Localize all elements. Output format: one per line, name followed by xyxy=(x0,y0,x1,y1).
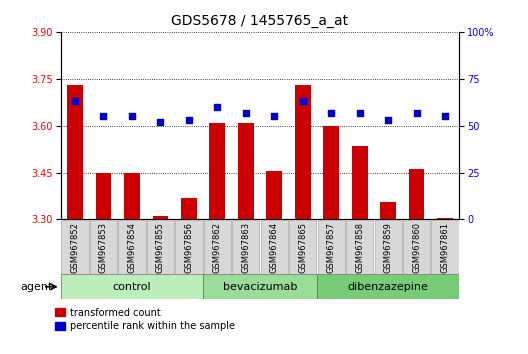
Text: bevacizumab: bevacizumab xyxy=(223,282,297,292)
Point xyxy=(412,110,421,115)
Point xyxy=(355,110,364,115)
Bar xyxy=(261,220,288,274)
Bar xyxy=(238,122,253,219)
Point xyxy=(185,117,193,123)
Text: GDS5678 / 1455765_a_at: GDS5678 / 1455765_a_at xyxy=(172,14,348,28)
Bar xyxy=(147,220,174,274)
Bar xyxy=(437,218,453,219)
Bar xyxy=(317,220,345,274)
Bar xyxy=(67,85,83,219)
Bar xyxy=(124,172,140,219)
Point xyxy=(327,110,335,115)
Bar xyxy=(403,220,430,274)
Point xyxy=(213,104,222,110)
Text: GSM967855: GSM967855 xyxy=(156,222,165,273)
Text: dibenzazepine: dibenzazepine xyxy=(348,282,429,292)
Text: GSM967863: GSM967863 xyxy=(241,222,250,273)
Point xyxy=(242,110,250,115)
Bar xyxy=(61,220,89,274)
Bar xyxy=(203,274,317,299)
Point xyxy=(384,117,392,123)
Text: agent: agent xyxy=(21,282,53,292)
Bar xyxy=(267,171,282,219)
Text: GSM967859: GSM967859 xyxy=(384,222,393,273)
Bar xyxy=(295,85,310,219)
Bar xyxy=(118,220,146,274)
Bar xyxy=(204,220,231,274)
Bar xyxy=(210,122,225,219)
Bar xyxy=(175,220,203,274)
Text: GSM967858: GSM967858 xyxy=(355,222,364,273)
Point xyxy=(71,98,79,104)
Bar xyxy=(374,220,402,274)
Bar xyxy=(61,274,203,299)
Legend: transformed count, percentile rank within the sample: transformed count, percentile rank withi… xyxy=(55,308,234,331)
Point xyxy=(128,113,136,119)
Bar xyxy=(289,220,316,274)
Bar xyxy=(181,198,197,219)
Text: GSM967856: GSM967856 xyxy=(184,222,193,273)
Text: GSM967864: GSM967864 xyxy=(270,222,279,273)
Text: GSM967852: GSM967852 xyxy=(70,222,79,273)
Point xyxy=(441,113,449,119)
Bar xyxy=(317,274,459,299)
Bar xyxy=(153,216,168,219)
Text: GSM967861: GSM967861 xyxy=(441,222,450,273)
Text: GSM967865: GSM967865 xyxy=(298,222,307,273)
Point xyxy=(270,113,278,119)
Bar xyxy=(431,220,459,274)
Bar xyxy=(323,126,339,219)
Text: GSM967860: GSM967860 xyxy=(412,222,421,273)
Text: GSM967857: GSM967857 xyxy=(327,222,336,273)
Text: GSM967862: GSM967862 xyxy=(213,222,222,273)
Bar xyxy=(90,220,117,274)
Bar xyxy=(380,202,396,219)
Bar xyxy=(409,170,425,219)
Text: control: control xyxy=(112,282,151,292)
Text: GSM967853: GSM967853 xyxy=(99,222,108,273)
Bar xyxy=(232,220,259,274)
Text: GSM967854: GSM967854 xyxy=(127,222,136,273)
Bar xyxy=(346,220,373,274)
Point xyxy=(156,119,165,125)
Bar xyxy=(96,172,111,219)
Point xyxy=(298,98,307,104)
Point xyxy=(99,113,108,119)
Bar xyxy=(352,146,367,219)
